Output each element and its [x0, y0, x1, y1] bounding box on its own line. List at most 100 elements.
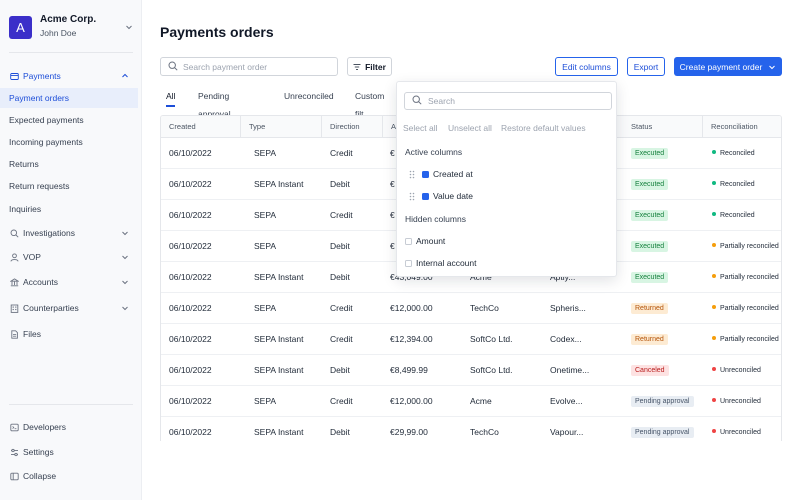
cell-desc: Codex... — [550, 334, 582, 344]
checkbox-amount[interactable] — [405, 237, 412, 245]
column-option-amount[interactable]: Amount — [405, 235, 445, 247]
cell-amount: €12,394.00 — [390, 334, 433, 344]
column-option-created-at[interactable]: Created at — [408, 168, 473, 180]
status-dot-icon — [712, 212, 716, 217]
column-header-created[interactable]: Created — [161, 116, 241, 138]
reconciliation-label: Reconciled — [720, 181, 755, 188]
sidebar-item-label: Developers — [23, 422, 66, 432]
tab-unreconciled[interactable]: Unreconciled — [284, 91, 334, 101]
reconciliation-label: Partially reconciled — [720, 336, 779, 343]
column-header-type[interactable]: Type — [241, 116, 322, 138]
sidebar-item-accounts[interactable]: Accounts — [0, 272, 138, 292]
column-header-status[interactable]: Status — [623, 116, 703, 138]
sidebar-item-payments[interactable]: Payments — [0, 66, 138, 86]
cell-created: 06/10/2022 — [169, 303, 212, 313]
drag-handle-icon[interactable] — [408, 191, 416, 201]
tab-custom-filter[interactable]: Custom filt — [355, 91, 385, 119]
cell-type: SEPA — [254, 210, 277, 220]
cell-direction: Debit — [330, 427, 350, 437]
sidebar-item-collapse[interactable]: Collapse — [0, 466, 138, 486]
page-title: Payments orders — [160, 24, 274, 40]
table-row[interactable]: 06/10/2022 SEPA Credit €12,000.00 TechCo Sphe… — [161, 293, 781, 324]
status-badge: Executed — [631, 210, 669, 221]
reconciliation-label: Reconciled — [720, 150, 755, 157]
column-search-input[interactable] — [428, 96, 598, 106]
status-dot-icon — [712, 150, 716, 155]
table-row[interactable]: 06/10/2022 SEPA Credit €12,000.00 Acme Evolve… — [161, 386, 781, 417]
reconciliation-label: Partially reconciled — [720, 274, 779, 281]
chevron-down-icon — [120, 228, 130, 238]
sidebar-item-investigations[interactable]: Investigations — [0, 223, 138, 243]
export-button[interactable]: Export — [627, 57, 665, 76]
cell-direction: Credit — [330, 396, 353, 406]
cell-cp: SoftCo Ltd. — [470, 365, 513, 375]
tab-all[interactable]: All — [166, 87, 176, 107]
reconciliation-status: Partially reconciled — [712, 262, 779, 293]
sidebar-item-counterparties[interactable]: Counterparties — [0, 298, 138, 318]
cell-direction: Debit — [330, 241, 350, 251]
search-icon — [168, 60, 178, 73]
column-option-internal-account[interactable]: Internal account — [405, 257, 476, 269]
unselect-all-button[interactable]: Unselect all — [448, 123, 492, 133]
cell-direction: Credit — [330, 334, 353, 344]
column-header-direction[interactable]: Direction — [322, 116, 383, 138]
status-badge: Canceled — [631, 365, 669, 376]
table-row[interactable]: 06/10/2022 SEPA Instant Debit €29,99.00 Tech… — [161, 417, 781, 441]
table-row[interactable]: 06/10/2022 SEPA Instant Debit €8,499.99 Soft… — [161, 355, 781, 386]
user-icon — [9, 252, 19, 262]
filter-label: Filter — [365, 61, 386, 72]
sidebar-item-files[interactable]: Files — [0, 324, 138, 344]
checkbox-value-date[interactable] — [422, 192, 429, 200]
checkbox-internal-account[interactable] — [405, 259, 412, 267]
cell-desc: Aptiy... — [550, 272, 576, 282]
create-payment-order-button[interactable]: Create payment order — [674, 57, 782, 76]
cell-created: 06/10/2022 — [169, 365, 212, 375]
cell-amount: €43,049.00 — [390, 272, 433, 282]
column-option-value-date[interactable]: Value date — [408, 190, 473, 202]
search-input[interactable] — [183, 61, 333, 72]
cell-created: 06/10/2022 — [169, 179, 212, 189]
table-row[interactable]: 06/10/2022 SEPA Instant Credit €12,394.00 So… — [161, 324, 781, 355]
reconciliation-status: Partially reconciled — [712, 293, 779, 324]
status-dot-icon — [712, 181, 716, 186]
sidebar-item-expected-payments[interactable]: Expected payments — [0, 110, 138, 130]
sidebar-item-returns[interactable]: Returns — [0, 154, 138, 174]
drag-handle-icon[interactable] — [408, 169, 416, 179]
table-row[interactable]: 06/10/2022 SEPA Instant Debit €43,049.00 Acm… — [161, 262, 781, 293]
select-all-button[interactable]: Select all — [403, 123, 438, 133]
search-icon — [412, 95, 422, 107]
status-dot-icon — [712, 367, 716, 372]
active-columns-heading: Active columns — [405, 147, 463, 157]
search-field[interactable] — [160, 57, 338, 76]
sidebar-item-developers[interactable]: Developers — [0, 417, 138, 437]
column-header-reconciliation[interactable]: Reconciliation — [711, 122, 758, 131]
cell-cp: TechCo — [470, 427, 499, 437]
sidebar-item-vop[interactable]: VOP — [0, 247, 138, 267]
tab-pending-approval[interactable]: Pending approval — [198, 91, 231, 119]
restore-defaults-button[interactable]: Restore default values — [501, 123, 586, 133]
filter-button[interactable]: Filter — [347, 57, 392, 76]
reconciliation-label: Unreconciled — [720, 367, 761, 374]
sidebar-item-label: Accounts — [23, 277, 58, 287]
reconciliation-label: Partially reconciled — [720, 305, 779, 312]
org-name: Acme Corp. — [40, 14, 97, 25]
cell-direction: Debit — [330, 365, 350, 375]
sidebar-item-settings[interactable]: Settings — [0, 442, 138, 462]
sidebar-item-incoming-payments[interactable]: Incoming payments — [0, 132, 138, 152]
edit-columns-popover: Select all Unselect all Restore default … — [396, 81, 617, 277]
sidebar-item-payment-orders[interactable]: Payment orders — [0, 88, 138, 108]
cell-amount: € — [390, 179, 395, 189]
column-search-field[interactable] — [404, 92, 612, 110]
status-dot-icon — [712, 305, 716, 310]
org-switcher[interactable]: A Acme Corp. John Doe — [9, 12, 134, 42]
cell-direction: Debit — [330, 272, 350, 282]
org-avatar: A — [9, 15, 32, 39]
sidebar-item-label: Collapse — [23, 471, 57, 481]
edit-columns-button[interactable]: Edit columns — [555, 57, 618, 76]
cell-type: SEPA — [254, 396, 277, 406]
sidebar-item-return-requests[interactable]: Return requests — [0, 176, 138, 196]
sidebar-item-inquiries[interactable]: Inquiries — [0, 199, 138, 219]
cell-direction: Credit — [330, 303, 353, 313]
checkbox-created-at[interactable] — [422, 170, 429, 178]
cell-created: 06/10/2022 — [169, 241, 212, 251]
